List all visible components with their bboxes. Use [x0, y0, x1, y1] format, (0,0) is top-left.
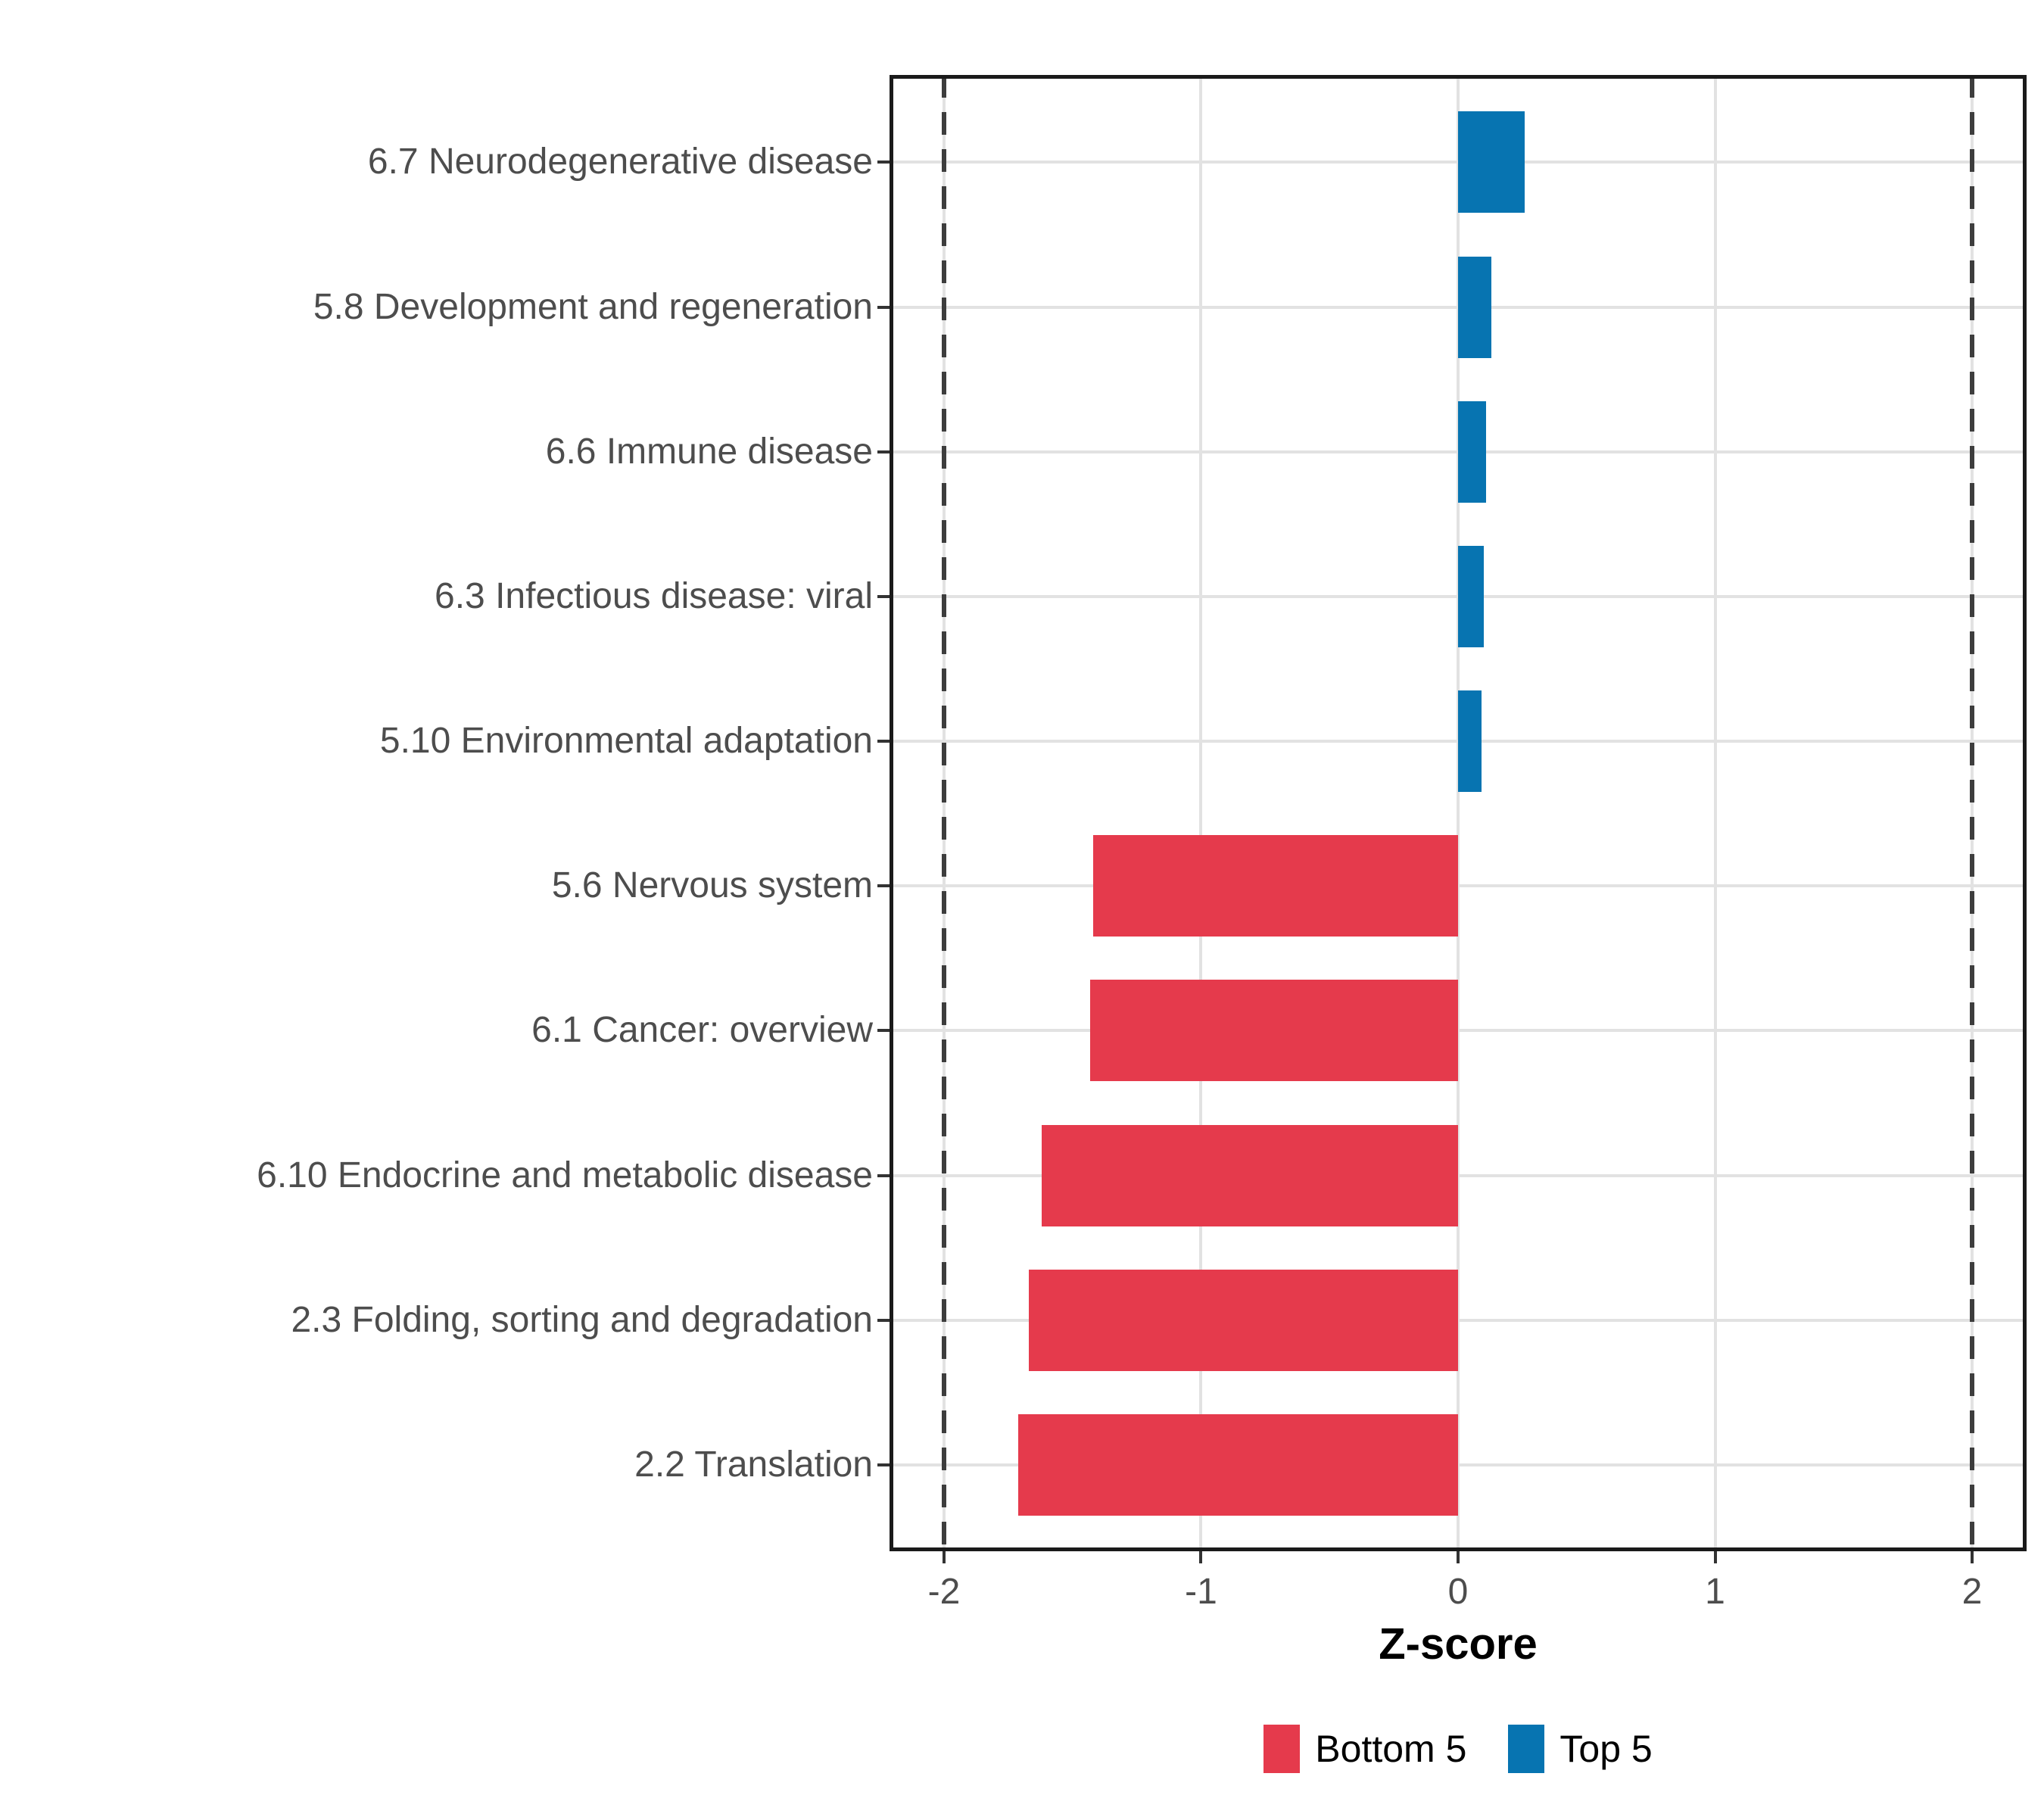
category-label-5-10-environmental-adaptation: 5.10 Environmental adaptation — [379, 721, 873, 762]
category-label-2-2-translation: 2.2 Translation — [634, 1444, 873, 1485]
x-tick-label--1: -1 — [1185, 1572, 1217, 1612]
bar-5-6-nervous-system — [1092, 835, 1458, 937]
x-tick-label-0: 0 — [1447, 1572, 1469, 1612]
category-label-6-10-endocrine-and-metabolic-disease: 6.10 Endocrine and metabolic disease — [257, 1155, 873, 1195]
bar-6-6-immune-disease — [1458, 400, 1487, 503]
legend: Bottom 5 Top 5 — [890, 1725, 2027, 1773]
bar-6-3-infectious-disease-viral — [1458, 545, 1484, 647]
category-label-2-3-folding-sorting-and-degradation: 2.3 Folding, sorting and degradation — [291, 1299, 873, 1340]
plot-panel — [890, 75, 2027, 1551]
gridline-y-2-2-translation — [890, 1463, 2027, 1466]
legend-item-bottom-5: Bottom 5 — [1263, 1725, 1466, 1773]
y-tick-6-3-infectious-disease-viral — [877, 594, 890, 598]
y-tick-5-8-development-and-regeneration — [877, 305, 890, 309]
y-tick-5-6-nervous-system — [877, 884, 890, 888]
x-tick--2 — [942, 1551, 946, 1563]
gridline-x-1 — [1713, 75, 1717, 1551]
gridline-x--1 — [1199, 75, 1203, 1551]
y-tick-6-6-immune-disease — [877, 450, 890, 453]
y-tick-6-1-cancer-overview — [877, 1029, 890, 1033]
bar-2-2-translation — [1018, 1413, 1458, 1516]
bar-5-10-environmental-adaptation — [1458, 690, 1482, 793]
x-tick-label-2: 2 — [1961, 1572, 1983, 1612]
x-tick-2 — [1971, 1551, 1974, 1563]
bar-5-8-development-and-regeneration — [1458, 256, 1492, 358]
bar-6-1-cancer-overview — [1090, 980, 1458, 1082]
x-axis-title: Z-score — [1379, 1619, 1538, 1669]
x-tick-1 — [1713, 1551, 1717, 1563]
category-label-6-1-cancer-overview: 6.1 Cancer: overview — [531, 1010, 873, 1051]
legend-label-top-5: Top 5 — [1559, 1728, 1653, 1770]
bar-6-10-endocrine-and-metabolic-disease — [1041, 1124, 1458, 1226]
gridline-y-5-6-nervous-system — [890, 884, 2027, 888]
reference-line--2 — [941, 75, 946, 1551]
y-tick-2-2-translation — [877, 1463, 890, 1466]
bar-2-3-folding-sorting-and-degradation — [1029, 1269, 1458, 1371]
gridline-y-6-10-endocrine-and-metabolic-disease — [890, 1173, 2027, 1177]
reference-line-2 — [1970, 75, 1975, 1551]
x-tick-0 — [1457, 1551, 1460, 1563]
category-label-6-3-infectious-disease-viral: 6.3 Infectious disease: viral — [435, 575, 873, 616]
legend-label-bottom-5: Bottom 5 — [1315, 1728, 1467, 1770]
bar-6-7-neurodegenerative-disease — [1458, 111, 1525, 213]
y-tick-5-10-environmental-adaptation — [877, 740, 890, 743]
x-tick--1 — [1199, 1551, 1203, 1563]
category-label-6-6-immune-disease: 6.6 Immune disease — [545, 431, 873, 472]
category-label-5-6-nervous-system: 5.6 Nervous system — [551, 865, 873, 906]
legend-swatch-bottom-5 — [1263, 1725, 1301, 1773]
legend-swatch-top-5 — [1508, 1725, 1545, 1773]
gridline-y-6-1-cancer-overview — [890, 1029, 2027, 1033]
x-tick-label-1: 1 — [1705, 1572, 1725, 1612]
gridline-y-2-3-folding-sorting-and-degradation — [890, 1318, 2027, 1322]
x-tick-label--2: -2 — [927, 1572, 961, 1612]
y-tick-6-7-neurodegenerative-disease — [877, 161, 890, 164]
category-label-6-7-neurodegenerative-disease: 6.7 Neurodegenerative disease — [367, 142, 873, 182]
legend-item-top-5: Top 5 — [1508, 1725, 1653, 1773]
gridline-x-0 — [1457, 75, 1460, 1551]
category-label-5-8-development-and-regeneration: 5.8 Development and regeneration — [313, 286, 873, 327]
y-tick-6-10-endocrine-and-metabolic-disease — [877, 1173, 890, 1177]
y-tick-2-3-folding-sorting-and-degradation — [877, 1318, 890, 1322]
